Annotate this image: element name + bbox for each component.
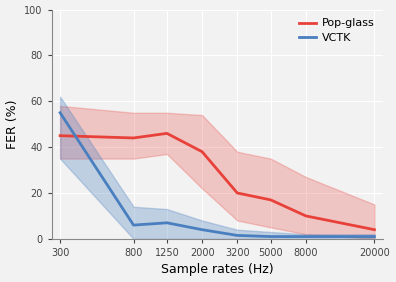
Line: Pop-glass: Pop-glass [60,133,375,230]
Pop-glass [372,228,377,231]
Pop-glass [58,134,63,137]
Pop-glass [131,136,136,140]
Pop-glass [235,191,240,195]
VCTK [268,235,273,238]
VCTK [372,235,377,238]
Pop-glass [200,150,204,153]
Legend: Pop-glass, VCTK: Pop-glass, VCTK [296,15,377,46]
VCTK [131,223,136,227]
Pop-glass [303,214,308,218]
Line: VCTK: VCTK [60,113,375,237]
VCTK [165,221,169,224]
X-axis label: Sample rates (Hz): Sample rates (Hz) [161,263,274,276]
Pop-glass [165,132,169,135]
VCTK [58,111,63,114]
Y-axis label: FER (%): FER (%) [6,100,19,149]
VCTK [303,235,308,238]
VCTK [235,234,240,237]
VCTK [200,228,204,231]
Pop-glass [268,198,273,202]
